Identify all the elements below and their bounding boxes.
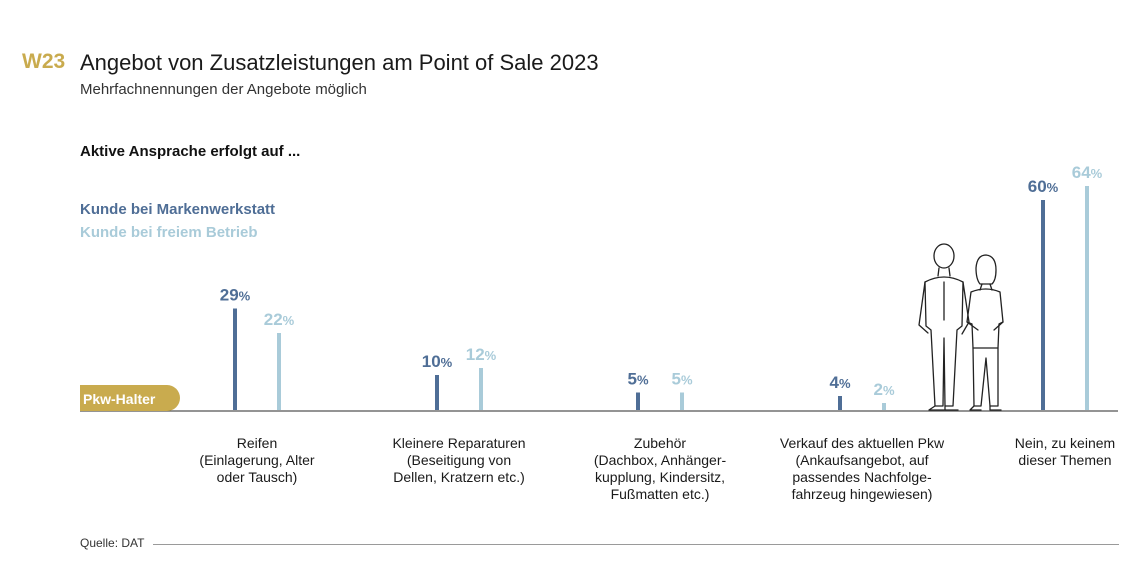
value-label-markenwerkstatt-1: 10% — [422, 352, 453, 371]
category-label-2: Zubehör (Dachbox, Anhänger-kupplung, Kind… — [594, 435, 727, 502]
legend-entry-markenwerkstatt: Kunde bei Markenwerkstatt — [80, 201, 276, 218]
legend-entry-freier-betrieb: Kunde bei freiem Betrieb — [80, 224, 258, 241]
chart-title: Angebot von Zusatzleistungen am Point of… — [80, 50, 599, 75]
bars-group — [233, 186, 1089, 410]
bar-markenwerkstatt-3 — [838, 396, 842, 410]
value-label-freier-betrieb-4: 64% — [1072, 163, 1103, 182]
category-label-3: Verkauf des aktuellen Pkw (Ankaufsangebot… — [780, 435, 945, 502]
woman-figure-icon — [966, 254, 1004, 411]
baseline-group: Pkw-Halter — [80, 385, 1118, 412]
bar-freier-betrieb-1 — [479, 368, 483, 410]
value-label-markenwerkstatt-0: 29% — [220, 286, 251, 305]
bar-freier-betrieb-3 — [882, 403, 886, 410]
source-note: Quelle: DAT — [80, 536, 145, 550]
value-label-freier-betrieb-1: 12% — [466, 345, 497, 364]
baseline-label: Pkw-Halter — [83, 391, 156, 407]
category-labels-group: Reifen (Einlagerung, Alter oder Tausch) Kle… — [199, 435, 1115, 502]
bar-markenwerkstatt-4 — [1041, 200, 1045, 410]
bar-freier-betrieb-0 — [277, 333, 281, 410]
value-label-markenwerkstatt-3: 4% — [829, 373, 850, 392]
value-labels-group: 29% 10% 5% 4% 60% 22% 12% 5% 2% 64% — [220, 163, 1103, 399]
category-label-0: Reifen (Einlagerung, Alter oder Tausch) — [199, 435, 315, 485]
bar-markenwerkstatt-0 — [233, 308, 237, 410]
baseline-label-tab — [80, 385, 180, 411]
value-label-freier-betrieb-3: 2% — [873, 380, 894, 399]
people-illustration — [918, 243, 1004, 411]
value-label-markenwerkstatt-4: 60% — [1028, 177, 1059, 196]
footer-divider — [153, 544, 1119, 545]
value-label-markenwerkstatt-2: 5% — [627, 370, 648, 389]
chart-number-badge: W23 — [22, 50, 66, 73]
bar-markenwerkstatt-2 — [636, 392, 640, 410]
bar-freier-betrieb-2 — [680, 392, 684, 410]
man-figure-icon — [918, 243, 970, 411]
bar-freier-betrieb-4 — [1085, 186, 1089, 410]
bar-markenwerkstatt-1 — [435, 375, 439, 410]
value-label-freier-betrieb-2: 5% — [671, 370, 692, 389]
category-label-4: Nein, zu keinem dieser Themen — [1015, 435, 1115, 468]
chart-lead-text: Aktive Ansprache erfolgt auf ... — [80, 143, 301, 160]
chart-subtitle: Mehrfachnennungen der Angebote möglich — [80, 81, 367, 98]
value-label-freier-betrieb-0: 22% — [264, 310, 295, 329]
category-label-1: Kleinere Reparaturen (Beseitigung von Dell… — [392, 435, 525, 485]
